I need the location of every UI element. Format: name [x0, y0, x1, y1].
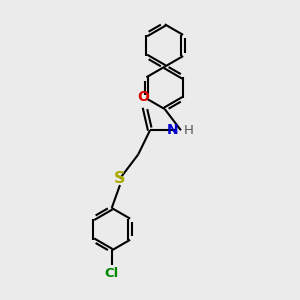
- Text: H: H: [183, 124, 193, 137]
- Text: O: O: [137, 90, 149, 104]
- Text: N: N: [167, 123, 178, 137]
- Text: Cl: Cl: [105, 268, 119, 281]
- Text: S: S: [114, 171, 126, 186]
